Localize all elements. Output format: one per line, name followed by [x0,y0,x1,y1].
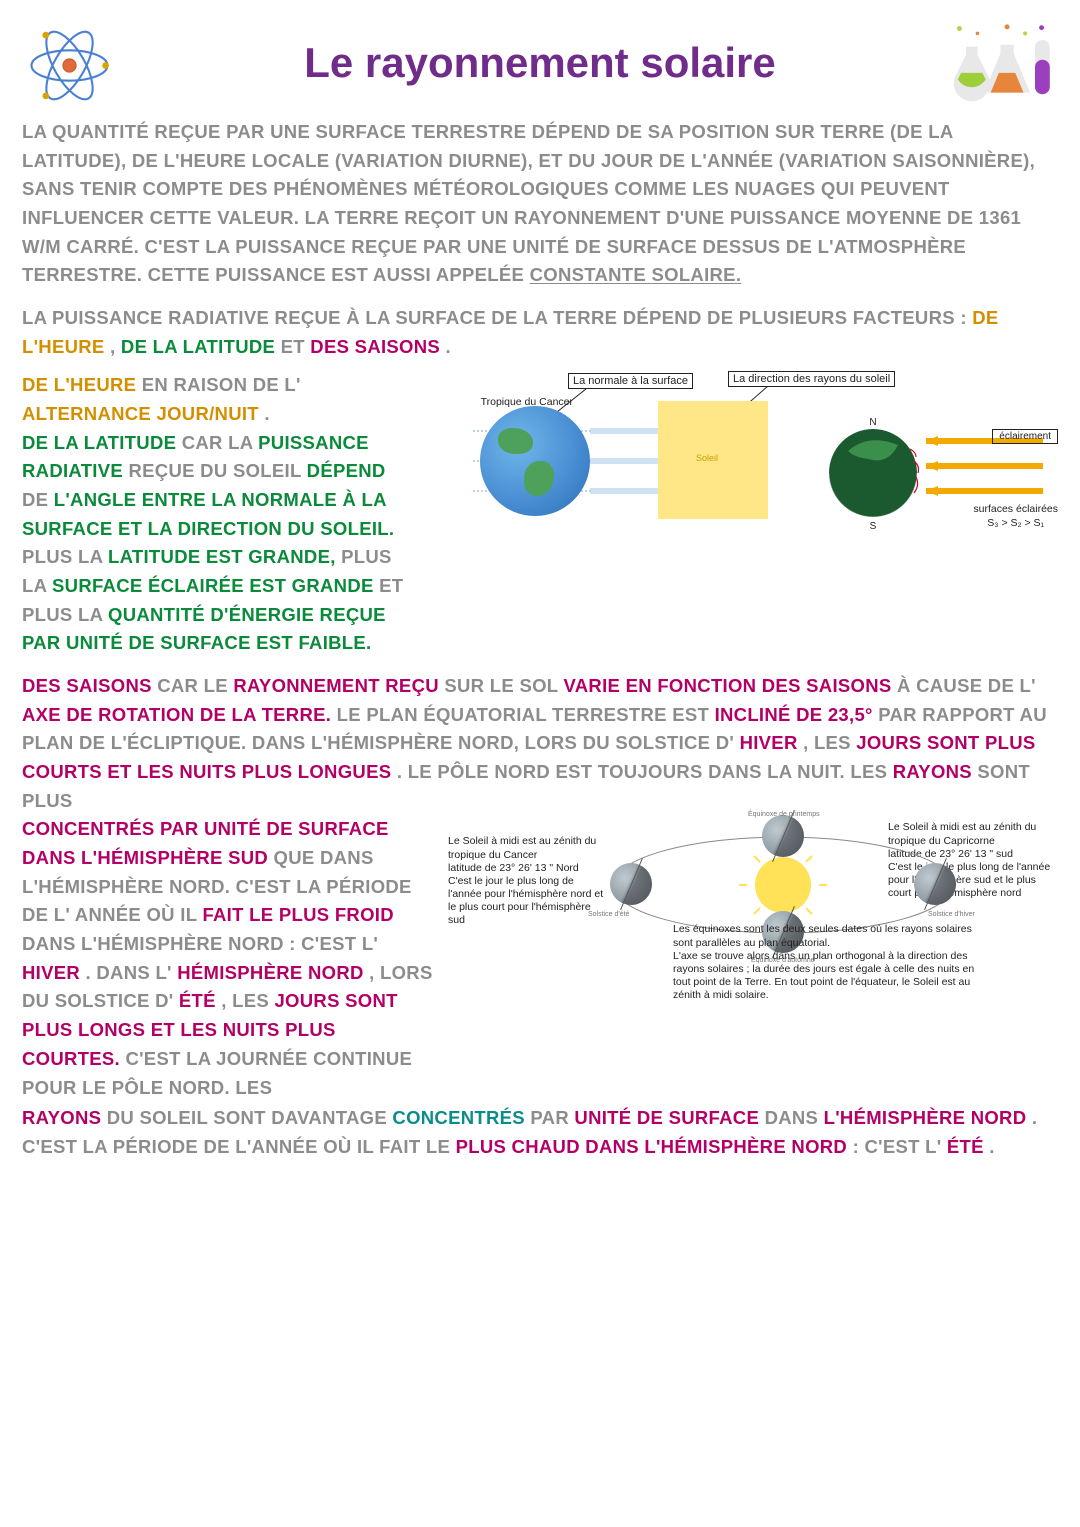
t: surface éclairée est grande [52,575,374,596]
t: l'hémisphère Nord [824,1107,1027,1128]
beakers-icon [943,18,1058,113]
t: dépend [307,460,386,481]
atom-icon [22,18,117,118]
t: reçue du Soleil [128,460,306,481]
t: Les équinoxes sont les deux seules dates… [673,923,972,948]
fig2-sol-hiver: Solstice d'hiver [928,911,975,920]
t: Plus la [22,546,108,567]
saisons-mid-row: concentrés par unité de surface dans l'h… [22,815,1058,1102]
factors-lead: La puissance radiative reçue à la surfac… [22,307,972,328]
t: hiver [22,962,80,983]
fig1-surfaces: surfaces éclairées [973,503,1058,515]
t: été [947,1136,984,1157]
factors-paragraph: La puissance radiative reçue à la surfac… [22,304,1058,361]
t: hémisphère Nord [177,962,363,983]
figure-earth-sun: La normale à la surface La direction des… [418,371,1058,541]
t: rayonnement reçu [233,675,439,696]
t: rayons [893,761,972,782]
t: été [179,990,216,1011]
saisons-block: Des saisons car le rayonnement reçu sur … [22,672,1058,1161]
fig1-eclairement: éclairement [992,429,1058,444]
sep: et [281,336,311,357]
t: car le [157,675,233,696]
t: en raison de l' [142,374,301,395]
t: Des saisons [22,675,152,696]
t: de [22,489,54,510]
page-header: Le rayonnement solaire [22,18,1058,108]
t: du Soleil sont davantage [107,1107,393,1128]
t: , les [221,990,274,1011]
sep: , [110,336,121,357]
figure-orbit-seasons: Le Soleil à midi est au zénith du tropiq… [448,815,1058,990]
t: car la [182,432,258,453]
t: unité de surface [574,1107,759,1128]
t: alternance jour/nuit [22,403,259,424]
page-title: Le rayonnement solaire [304,39,776,87]
fig1-inequality: S₃ > S₂ > S₁ [987,517,1044,529]
factor-saisons: des saisons [310,336,440,357]
t: axe de rotation de la Terre. [22,704,331,725]
heure-term: De l'heure [22,374,136,395]
t: . Le pôle Nord est toujours dans la nuit… [397,761,893,782]
t: varie en fonction des saisons [563,675,891,696]
t: l'angle entre la normale à la surface et… [22,489,394,539]
heure-latitude-text: De l'heure en raison de l' alternance jo… [22,371,404,658]
t: fait le plus froid [202,904,393,925]
sep: . [446,336,451,357]
t: . [989,1136,994,1157]
t: . [264,403,269,424]
t: L'axe se trouve alors dans un plan ortho… [673,950,974,1001]
heure-latitude-row: De l'heure en raison de l' alternance jo… [22,371,1058,658]
t: dans l'hémisphère Nord : c'est l' [22,933,378,954]
fig1-north-label: N [869,417,876,428]
intro-constante: constante solaire. [530,264,742,285]
t: plus chaud dans l'hémisphère Nord [456,1136,848,1157]
factors-row: La puissance radiative reçue à la surfac… [22,304,1058,371]
factor-latitude: de la latitude [121,336,275,357]
fig2-eq-printemps: Équinoxe de printemps [748,811,820,820]
t: concentrés [392,1107,525,1128]
t: : c'est l' [853,1136,942,1157]
t: rayons [22,1107,101,1128]
fig2-sol-ete: Solstice d'été [588,911,629,920]
fig2-bottom-caption: Les équinoxes sont les deux seules dates… [673,923,983,1002]
fig1-south-label: S [870,521,877,531]
saisons-para-top: Des saisons car le rayonnement reçu sur … [22,672,1058,815]
t: , les [803,732,856,753]
t: . Dans l' [86,962,172,983]
saisons-para-mid: concentrés par unité de surface dans l'h… [22,815,434,1102]
t: à cause de l' [897,675,1036,696]
t: sur le sol [444,675,563,696]
t: dans [765,1107,824,1128]
saisons-para-bottom: rayons du Soleil sont davantage concentr… [22,1104,1058,1161]
t: latitude est grande, [108,546,336,567]
t: hiver [740,732,798,753]
t: par [530,1107,574,1128]
t: Le plan équatorial terrestre est [337,704,715,725]
intro-paragraph: La quantité reçue par une surface terres… [22,118,1058,290]
intro-text: La quantité reçue par une surface terres… [22,121,1035,285]
fig1-earth-right-group: N S éclairement surfaces éclairées S₃ > … [818,411,1058,534]
t: incliné de 23,5° [715,704,873,725]
t: De la latitude [22,432,176,453]
